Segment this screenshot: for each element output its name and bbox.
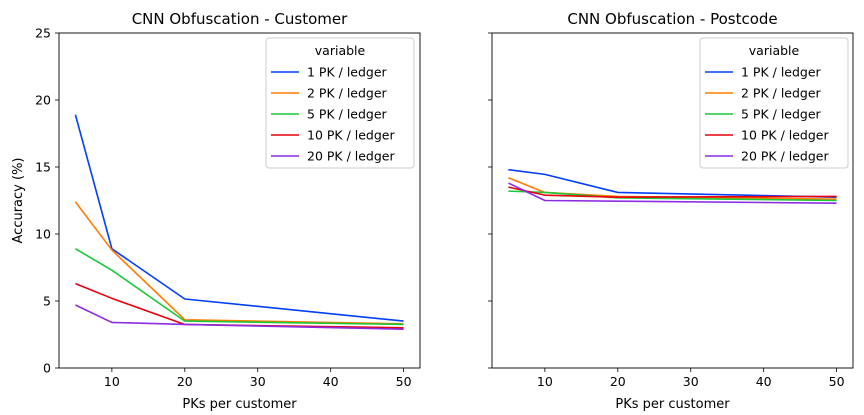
x-tick-label: 30 xyxy=(683,374,699,389)
plot-frame xyxy=(58,32,421,369)
chart-title: CNN Obfuscation - Customer xyxy=(132,10,348,28)
legend-entry-label: 5 PK / ledger xyxy=(307,107,388,122)
x-tick-label: 40 xyxy=(323,374,339,389)
x-tick-label: 30 xyxy=(250,374,266,389)
legend-box xyxy=(699,37,849,169)
y-tick-label: 25 xyxy=(35,26,51,41)
x-tick-label: 40 xyxy=(756,374,772,389)
legend-entry-label: 1 PK / ledger xyxy=(307,65,388,80)
series-line-1-pk xyxy=(508,168,837,198)
legend-entry-label: 20 PK / ledger xyxy=(741,149,829,164)
y-tick-label: 15 xyxy=(35,160,51,175)
x-axis-label: PKs per customer xyxy=(182,397,297,412)
legend-entry-label: 10 PK / ledger xyxy=(741,128,829,143)
plot-frame xyxy=(491,32,854,369)
legend-entry-label: 2 PK / ledger xyxy=(741,86,822,101)
x-tick-label: 10 xyxy=(104,374,120,389)
legend-box xyxy=(265,37,415,169)
y-axis-label: Accuracy (%) xyxy=(11,158,26,244)
series-lines xyxy=(508,168,837,204)
series-lines xyxy=(74,114,404,330)
series-line-2-pk xyxy=(74,201,404,325)
legend-title: variable xyxy=(315,43,366,58)
legend-entry-label: 5 PK / ledger xyxy=(741,107,822,122)
x-tick-label: 50 xyxy=(829,374,845,389)
series-line-5-pk xyxy=(75,248,404,326)
x-tick-label: 50 xyxy=(396,374,412,389)
legend-entry-label: 2 PK / ledger xyxy=(307,86,388,101)
y-tick-label: 10 xyxy=(35,227,51,242)
chart-title: CNN Obfuscation - Postcode xyxy=(567,10,777,28)
legend-entry-label: 10 PK / ledger xyxy=(307,128,395,143)
y-tick-label: 20 xyxy=(35,93,51,108)
legend: variable 1 PK / ledger 2 PK / ledger 5 PK /… xyxy=(699,37,849,169)
series-line-1-pk xyxy=(74,114,404,322)
series-line-20-pk xyxy=(75,304,404,330)
x-tick-label: 10 xyxy=(537,374,553,389)
y-tick-label: 0 xyxy=(43,361,51,376)
x-tick-label: 20 xyxy=(610,374,626,389)
x-axis-label: PKs per customer xyxy=(615,397,730,412)
chart-panel-postcode: 10 20 30 40 50 CNN Obfuscation - Postcode PKs … xyxy=(488,10,854,412)
x-tick-label: 20 xyxy=(177,374,193,389)
y-tick-label: 5 xyxy=(43,294,51,309)
chart-panel-customer: 10 20 30 40 50 0 5 10 15 20 25 CNN Obfuscation - Cu… xyxy=(11,10,421,412)
series-line-20-pk xyxy=(508,182,837,204)
legend-title: variable xyxy=(749,43,800,58)
legend: variable 1 PK / ledger 2 PK / ledger 5 PK /… xyxy=(265,37,415,169)
legend-entry-label: 20 PK / ledger xyxy=(307,149,395,164)
legend-entry-label: 1 PK / ledger xyxy=(741,65,822,80)
